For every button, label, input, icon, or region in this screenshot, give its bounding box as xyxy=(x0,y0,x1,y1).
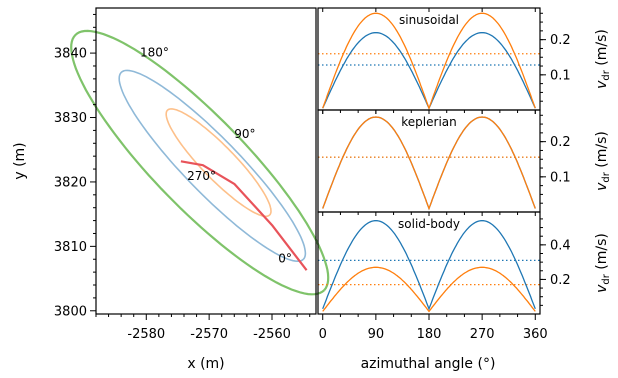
orbit-plot-frame xyxy=(95,7,317,315)
y-axis-label: vdr (m/s) xyxy=(594,233,612,293)
orbit-plot-panel: 180° 90° 270° 0° -2580 -2570 -2560 3800 3810 382… xyxy=(12,7,330,372)
velocity-curve xyxy=(322,12,536,111)
y-axis-label: y (m) xyxy=(12,142,28,179)
y-tick-label: 3810 xyxy=(54,240,87,255)
x-axis-label: x (m) xyxy=(187,356,224,372)
velocity-curve xyxy=(322,116,536,211)
x-tick-label: 270 xyxy=(470,327,495,342)
panel-title: keplerian xyxy=(401,115,456,129)
panel-title: sinusoidal xyxy=(399,13,459,27)
velocity-curve xyxy=(322,31,536,110)
x-tick-label: -2560 xyxy=(253,327,291,342)
x-tick-label: -2580 xyxy=(127,327,165,342)
panel-solid-body: solid-body 0.2 0.4 vdr (m/s) 0 90 180 270 360 xyxy=(317,211,612,342)
y-tick-label: 0.4 xyxy=(550,238,571,253)
velocity-curve xyxy=(322,266,536,313)
y-tick-label: 3840 xyxy=(54,47,87,62)
y-tick-label: 0.1 xyxy=(550,170,571,185)
angle-annotation: 90° xyxy=(234,127,255,141)
y-tick-label: 3830 xyxy=(54,111,87,126)
panel-sinusoidal: sinusoidal 0.1 0.2 vdr (m/s) xyxy=(317,7,612,114)
x-tick-label: 360 xyxy=(523,327,548,342)
ellipse-middle xyxy=(118,69,307,263)
y-tick-label: 3800 xyxy=(54,304,87,319)
y-tick-label: 0.2 xyxy=(550,273,571,288)
x-tick-label: 0 xyxy=(319,327,327,342)
x-tick-label: -2570 xyxy=(190,327,228,342)
azimuthal-axis-label: azimuthal angle (°) xyxy=(361,356,496,372)
panel-keplerian: keplerian 0.1 0.2 vdr (m/s) xyxy=(317,109,612,216)
x-tick-label: 180 xyxy=(417,327,442,342)
y-tick-label: 0.1 xyxy=(550,68,571,83)
x-tick-label: 90 xyxy=(368,327,385,342)
y-tick-label: 0.2 xyxy=(550,135,571,150)
velocity-curve xyxy=(322,219,536,311)
angle-annotation: 180° xyxy=(140,45,169,59)
ellipse-outer xyxy=(70,29,330,296)
velocity-curve xyxy=(322,116,536,211)
ellipse-inner xyxy=(165,108,272,218)
y-axis-label: vdr (m/s) xyxy=(594,29,612,89)
panel-title: solid-body xyxy=(398,217,460,231)
y-tick-label: 0.2 xyxy=(550,33,571,48)
y-tick-label: 3820 xyxy=(54,175,87,190)
angle-annotation: 0° xyxy=(278,251,292,265)
velocity-panels: sinusoidal 0.1 0.2 vdr (m/s) keplerian 0.1 0.2… xyxy=(317,7,612,342)
angle-annotation: 270° xyxy=(187,169,216,183)
y-axis-label: vdr (m/s) xyxy=(594,131,612,191)
trajectory-line xyxy=(180,160,308,271)
